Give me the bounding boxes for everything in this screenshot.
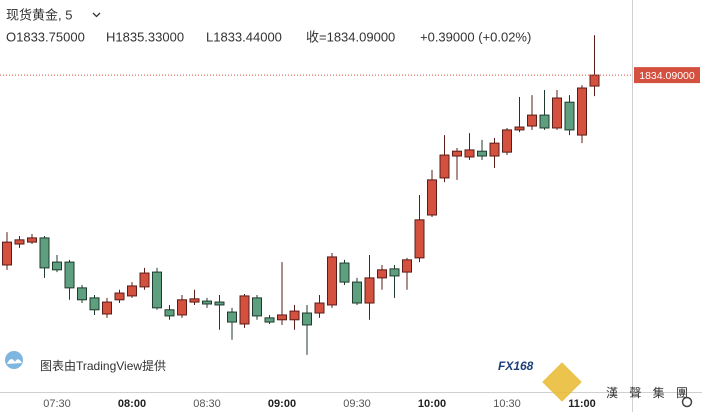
ohlc-value: O1833.75000 bbox=[6, 29, 85, 44]
chart-title: 现货黄金, 5 bbox=[6, 7, 72, 22]
x-tick-label: 08:00 bbox=[118, 398, 146, 410]
candle-body bbox=[464, 149, 475, 158]
candle-body bbox=[539, 114, 550, 129]
candle-body bbox=[102, 301, 112, 315]
candle-body bbox=[589, 74, 600, 87]
candle-body bbox=[339, 262, 350, 283]
candle-body bbox=[202, 300, 212, 305]
title-chevron[interactable] bbox=[92, 12, 101, 18]
candle-body bbox=[89, 297, 100, 311]
candle-body bbox=[364, 277, 375, 304]
candle-body bbox=[314, 302, 325, 314]
candle-body bbox=[577, 87, 587, 136]
candle-body bbox=[2, 241, 12, 266]
candle-body bbox=[39, 237, 50, 269]
candle-body bbox=[64, 261, 75, 289]
ohlc-value: L1833.44000 bbox=[206, 29, 282, 44]
candle-body bbox=[489, 142, 500, 157]
candle-body bbox=[214, 301, 225, 306]
logo-diamond bbox=[542, 362, 582, 402]
candle-body bbox=[564, 101, 575, 131]
candle-body bbox=[264, 317, 275, 323]
tv-icon bbox=[5, 351, 23, 369]
plot bbox=[2, 35, 600, 355]
attribution-text: 图表由TradingView提供 bbox=[40, 358, 166, 373]
candle-body bbox=[527, 114, 537, 127]
candle-body bbox=[389, 268, 400, 277]
candle-body bbox=[77, 287, 87, 301]
ohlc-value: H1835.33000 bbox=[106, 29, 184, 44]
x-tick-label: 10:00 bbox=[418, 398, 446, 410]
candle-body bbox=[152, 271, 162, 309]
candle-body bbox=[477, 150, 487, 157]
x-tick-label: 10:30 bbox=[493, 398, 521, 410]
x-tick-label: 09:00 bbox=[268, 398, 296, 410]
candle-body bbox=[402, 259, 412, 273]
candle-body bbox=[352, 281, 362, 304]
settings-icon[interactable] bbox=[681, 396, 693, 408]
ohlc-value: 收=1834.09000 bbox=[306, 29, 395, 44]
x-tick-label: 07:30 bbox=[43, 398, 71, 410]
logo-text: FX168 bbox=[498, 359, 534, 373]
ohlc-value: +0.39000 (+0.02%) bbox=[420, 29, 531, 44]
candle-body bbox=[252, 297, 262, 317]
x-tick-label: 11:00 bbox=[568, 398, 596, 410]
candle-body bbox=[289, 310, 300, 321]
candle-body bbox=[177, 299, 187, 316]
tv-icon-shape bbox=[7, 358, 22, 364]
candle-body bbox=[189, 298, 200, 303]
candle-body bbox=[52, 261, 62, 271]
candle-body bbox=[514, 126, 525, 131]
candle-body bbox=[127, 285, 137, 297]
candle-body bbox=[302, 312, 312, 326]
logo: FX168 漢 聲 集 團 bbox=[498, 359, 692, 402]
candle-body bbox=[14, 239, 25, 245]
attribution: 图表由TradingView提供 bbox=[5, 351, 166, 373]
x-tick-label: 08:30 bbox=[193, 398, 221, 410]
candle-body bbox=[27, 237, 37, 243]
gear[interactable] bbox=[681, 396, 693, 408]
candle-body bbox=[427, 179, 437, 216]
candle-body bbox=[114, 292, 125, 301]
candle-body bbox=[439, 154, 450, 179]
candle-body bbox=[164, 309, 175, 317]
ohlc-header: O1833.75000 H1835.33000 L1833.44000 收=1834.… bbox=[6, 29, 531, 44]
candle-body bbox=[277, 314, 287, 321]
last-price-box bbox=[634, 67, 700, 84]
last-price-label: 1834.09000 bbox=[639, 70, 695, 82]
candle-body bbox=[552, 97, 562, 129]
candle-body bbox=[327, 256, 337, 306]
candle-body bbox=[502, 129, 512, 153]
candle-body bbox=[377, 269, 387, 279]
x-tick-label: 09:30 bbox=[343, 398, 371, 410]
candle-body bbox=[139, 272, 150, 288]
candle-body bbox=[452, 150, 462, 157]
candle-body bbox=[227, 311, 237, 323]
logo-sub: 漢 聲 集 團 bbox=[606, 385, 692, 400]
candle-body bbox=[239, 295, 250, 325]
candle-body bbox=[414, 219, 425, 259]
